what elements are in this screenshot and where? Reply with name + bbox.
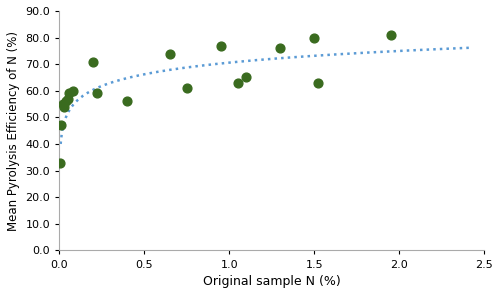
Point [66,91,74,96]
Point [242,75,250,80]
Point [166,51,174,56]
Point [216,43,224,48]
Point [314,81,322,85]
Point [62,99,70,104]
Point [90,59,98,64]
Point [386,32,394,37]
Y-axis label: Mean Pyrolysis Efficiency of N (%): Mean Pyrolysis Efficiency of N (%) [7,31,20,231]
Point [58,102,66,106]
Point [182,86,190,91]
Point [57,123,65,128]
Point [92,91,100,96]
Point [124,99,132,104]
Point [234,81,241,85]
Point [69,88,77,93]
X-axis label: Original sample N (%): Original sample N (%) [203,275,340,288]
Point [56,160,64,165]
Point [64,96,72,101]
Point [60,104,68,109]
Point [310,35,318,40]
Point [276,46,284,50]
